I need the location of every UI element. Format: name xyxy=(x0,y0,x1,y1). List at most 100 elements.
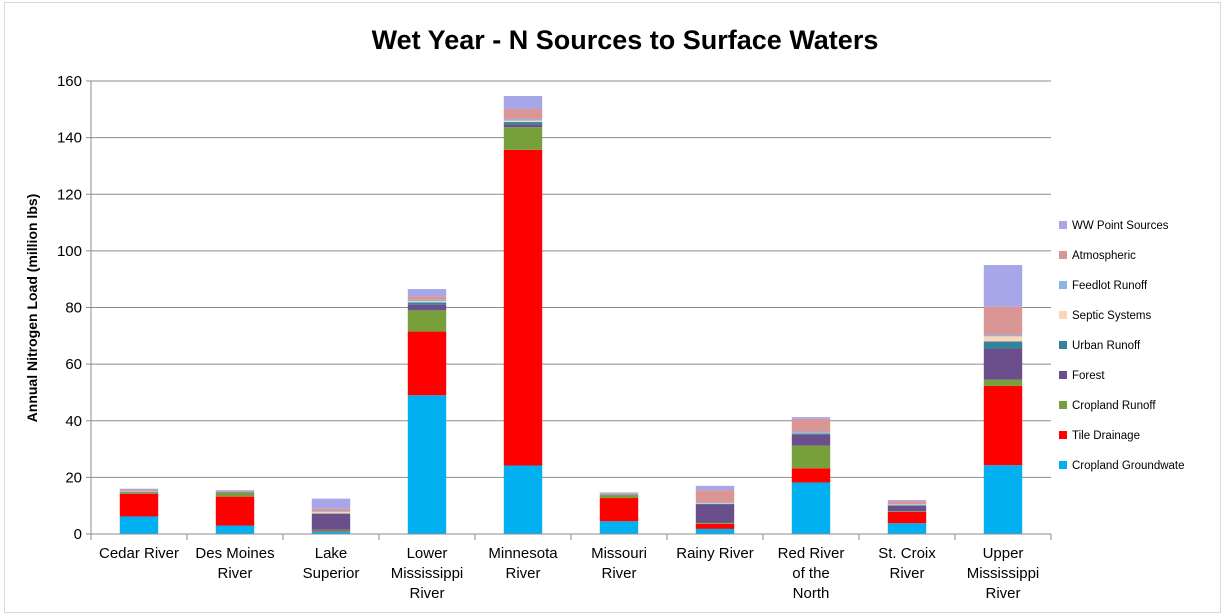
bar-st-croix-river-tile-drainage xyxy=(887,511,927,524)
bar-rainy-river-urban-runoff xyxy=(695,503,735,505)
x-tick-label: River xyxy=(985,585,1020,602)
y-tick-label: 0 xyxy=(74,526,82,543)
bar-upper-mississippi-river-cropland-runoff xyxy=(983,379,1023,386)
bar-upper-mississippi-river-forest xyxy=(983,348,1023,380)
x-tick-label: North xyxy=(793,585,830,602)
chart-title: Wet Year - N Sources to Surface Waters xyxy=(372,25,879,55)
bar-lower-mississippi-river-urban-runoff xyxy=(407,302,447,305)
bar-minnesota-river-tile-drainage xyxy=(503,149,543,466)
bar-upper-mississippi-river-cropland-groundwate xyxy=(983,465,1023,534)
y-axis-label: Annual Nitrogen Load (million lbs) xyxy=(24,194,40,423)
legend-swatch-cropland-groundwate xyxy=(1059,461,1067,469)
y-tick-label: 60 xyxy=(65,356,82,373)
bar-lake-superior-cropland-runoff xyxy=(311,529,351,531)
bar-missouri-river-urban-runoff xyxy=(599,494,639,495)
bar-st-croix-river-cropland-groundwate xyxy=(887,523,927,534)
bar-cedar-river-tile-drainage xyxy=(119,493,159,517)
bar-upper-mississippi-river-tile-drainage xyxy=(983,385,1023,466)
stacked-bar-chart: Wet Year - N Sources to Surface Waters A… xyxy=(24,25,1185,602)
x-tick-label: Des Moines xyxy=(195,545,274,562)
bar-red-river-of-the-north-cropland-groundwate xyxy=(791,482,831,534)
legend-label-septic-systems: Septic Systems xyxy=(1072,310,1151,322)
bar-st-croix-river-urban-runoff xyxy=(887,505,927,506)
bar-des-moines-river-tile-drainage xyxy=(215,496,255,526)
legend-label-forest: Forest xyxy=(1072,370,1105,382)
bar-des-moines-river-septic-systems xyxy=(215,491,255,493)
bar-lake-superior-ww-point-sources xyxy=(311,498,351,509)
y-tick-label: 80 xyxy=(65,300,82,317)
bar-red-river-of-the-north-forest xyxy=(791,434,831,446)
legend-label-cropland-runoff: Cropland Runoff xyxy=(1072,400,1156,412)
bar-red-river-of-the-north-ww-point-sources xyxy=(791,417,831,419)
x-tick-label: River xyxy=(889,565,924,582)
bar-minnesota-river-feedlot-runoff xyxy=(503,118,543,121)
legend-label-cropland-groundwate: Cropland Groundwate xyxy=(1072,460,1185,472)
x-tick-label: Mississippi xyxy=(967,565,1040,582)
bar-rainy-river-tile-drainage xyxy=(695,523,735,529)
bar-red-river-of-the-north-atmospheric xyxy=(791,418,831,432)
gridlines xyxy=(91,80,1051,478)
bar-des-moines-river-atmospheric xyxy=(215,490,255,492)
bar-des-moines-river-feedlot-runoff xyxy=(215,491,255,493)
bar-cedar-river-septic-systems xyxy=(119,491,159,493)
legend-swatch-septic-systems xyxy=(1059,311,1067,319)
bar-lake-superior-urban-runoff xyxy=(311,513,351,514)
bar-st-croix-river-forest xyxy=(887,505,927,512)
bar-minnesota-river-cropland-groundwate xyxy=(503,465,543,534)
bar-rainy-river-feedlot-runoff xyxy=(695,502,735,504)
bar-des-moines-river-cropland-groundwate xyxy=(215,525,255,534)
legend-label-urban-runoff: Urban Runoff xyxy=(1072,340,1141,352)
chart-frame: Wet Year - N Sources to Surface Waters A… xyxy=(4,2,1221,613)
bar-lower-mississippi-river-cropland-groundwate xyxy=(407,395,447,534)
bar-lake-superior-tile-drainage xyxy=(311,530,351,532)
legend-swatch-feedlot-runoff xyxy=(1059,281,1067,289)
bar-lake-superior-feedlot-runoff xyxy=(311,511,351,512)
legend-swatch-atmospheric xyxy=(1059,251,1067,259)
bar-st-croix-river-ww-point-sources xyxy=(887,500,927,502)
x-tick-label: Rainy River xyxy=(676,545,754,562)
x-tick-label: Lake xyxy=(315,545,348,562)
bar-minnesota-river-forest xyxy=(503,124,543,128)
bar-rainy-river-cropland-groundwate xyxy=(695,528,735,534)
legend-label-atmospheric: Atmospheric xyxy=(1072,250,1136,262)
legend-label-feedlot-runoff: Feedlot Runoff xyxy=(1072,280,1148,292)
bar-minnesota-river-atmospheric xyxy=(503,109,543,119)
x-tick-label: Superior xyxy=(303,565,360,582)
bar-missouri-river-septic-systems xyxy=(599,494,639,495)
bar-missouri-river-atmospheric xyxy=(599,492,639,494)
bar-missouri-river-forest xyxy=(599,494,639,496)
x-tick-label: Upper xyxy=(983,545,1024,562)
bar-rainy-river-ww-point-sources xyxy=(695,485,735,491)
bar-rainy-river-septic-systems xyxy=(695,503,735,504)
bar-missouri-river-cropland-runoff xyxy=(599,495,639,499)
bar-lower-mississippi-river-atmospheric xyxy=(407,296,447,300)
legend-swatch-ww-point-sources xyxy=(1059,221,1067,229)
x-tick-label: Missouri xyxy=(591,545,647,562)
axes: 0 20 40 60 80 100 120 140 160 Cedar River Des Moin… xyxy=(57,73,1052,602)
y-tick-label: 120 xyxy=(57,186,82,203)
legend-label-ww-point-sources: WW Point Sources xyxy=(1072,220,1169,232)
legend-label-tile-drainage: Tile Drainage xyxy=(1072,430,1140,442)
legend-swatch-tile-drainage xyxy=(1059,431,1067,439)
bar-cedar-river-ww-point-sources xyxy=(119,488,159,490)
x-tick-label: Cedar River xyxy=(99,545,179,562)
bar-st-croix-river-cropland-runoff xyxy=(887,511,927,512)
legend-swatch-cropland-runoff xyxy=(1059,401,1067,409)
bar-cedar-river-cropland-groundwate xyxy=(119,516,159,534)
bar-st-croix-river-septic-systems xyxy=(887,504,927,506)
x-tick-label: River xyxy=(601,565,636,582)
x-tick-label: Red River xyxy=(778,545,845,562)
bar-missouri-river-tile-drainage xyxy=(599,498,639,522)
bar-lake-superior-forest xyxy=(311,513,351,530)
bar-rainy-river-cropland-runoff xyxy=(695,522,735,524)
bar-lower-mississippi-river-forest xyxy=(407,304,447,311)
bar-cedar-river-cropland-runoff xyxy=(119,492,159,494)
bar-lake-superior-cropland-groundwate xyxy=(311,531,351,534)
bar-lower-mississippi-river-septic-systems xyxy=(407,301,447,303)
bar-lower-mississippi-river-tile-drainage xyxy=(407,331,447,396)
x-tick-label: Lower xyxy=(407,545,448,562)
bar-upper-mississippi-river-septic-systems xyxy=(983,336,1023,342)
legend-swatch-urban-runoff xyxy=(1059,341,1067,349)
x-tick-label: River xyxy=(409,585,444,602)
bar-minnesota-river-cropland-runoff xyxy=(503,127,543,150)
